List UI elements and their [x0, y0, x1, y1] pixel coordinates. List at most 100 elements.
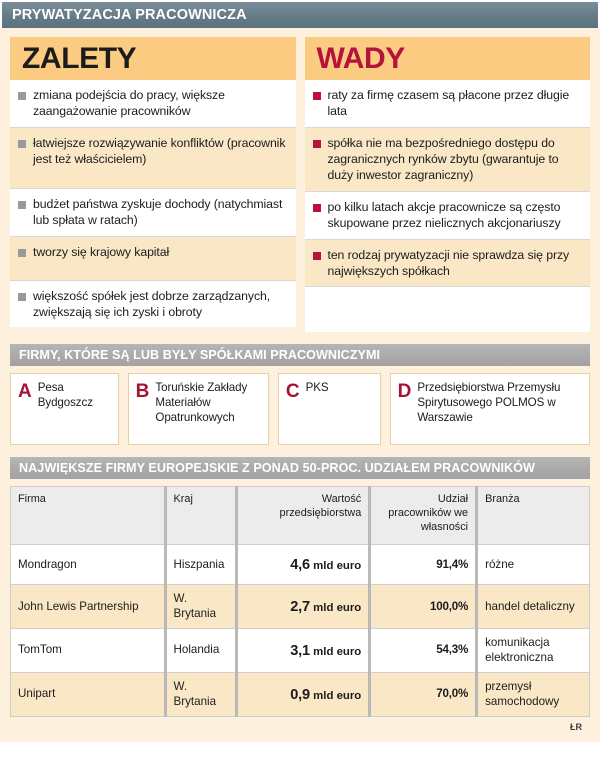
- column-header-firma: Firma: [10, 486, 167, 546]
- list-item: łatwiejsze rozwiązywanie konfliktów (pra…: [10, 127, 296, 189]
- list-item: budżet państwa zyskuje dochody (natychmi…: [10, 188, 296, 237]
- value-unit: mld euro: [313, 689, 362, 702]
- bullet-square-icon: [312, 251, 321, 260]
- value-number: 2,7: [290, 598, 310, 615]
- page-body: ZALETY zmiana podejścia do pracy, większ…: [0, 28, 600, 743]
- table-header-row: Firma Kraj Wartość przedsiębiorstwa Udzi…: [10, 486, 590, 546]
- list-item-empty: [304, 287, 590, 333]
- table-body: Mondragon Hiszpania 4,6 mld euro 91,4% r…: [10, 544, 590, 717]
- cell-wartosc: 3,1 mld euro: [236, 628, 372, 674]
- column-header-udzial: Udział pracowników we własności: [369, 486, 479, 546]
- company-card[interactable]: C PKS: [277, 373, 381, 446]
- list-item: zmiana podejścia do pracy, większe zaang…: [10, 80, 296, 128]
- pros-item-text: większość spółek jest dobrze zarządzanyc…: [33, 288, 271, 320]
- list-item: większość spółek jest dobrze zarządzanyc…: [10, 280, 296, 328]
- cell-wartosc: 4,6 mld euro: [236, 544, 372, 586]
- cons-list: raty za firmę czasem są płacone przez dł…: [304, 80, 590, 333]
- bullet-square-icon: [312, 139, 321, 148]
- cons-header: WADY: [304, 37, 590, 80]
- column-header-kraj: Kraj: [165, 486, 239, 546]
- cell-wartosc: 0,9 mld euro: [236, 672, 372, 717]
- companies-section-header: FIRMY, KTÓRE SĄ LUB BYŁY SPÓŁKAMI PRACOW…: [10, 344, 590, 367]
- cell-kraj: W. Brytania: [165, 584, 239, 630]
- company-card-name: PKS: [305, 381, 329, 395]
- pros-item-text: łatwiejsze rozwiązywanie konfliktów (pra…: [33, 135, 286, 167]
- cell-branza: przemysł samochodowy: [476, 672, 590, 717]
- value-number: 0,9: [290, 686, 310, 703]
- cell-udzial: 70,0%: [369, 672, 479, 717]
- table-section-title: NAJWIĘKSZE FIRMY EUROPEJSKIE Z PONAD 50-…: [19, 461, 535, 476]
- cons-item-text: ten rodzaj prywatyzacji nie sprawdza się…: [327, 247, 570, 279]
- cell-kraj: Hiszpania: [165, 544, 239, 586]
- column-header-wartosc: Wartość przedsiębiorstwa: [236, 486, 372, 546]
- cell-firma: Unipart: [10, 672, 167, 717]
- page-header-bar: PRYWATYZACJA PRACOWNICZA: [2, 2, 598, 28]
- value-number: 4,6: [290, 556, 310, 573]
- cell-udzial: 54,3%: [369, 628, 479, 674]
- cons-item-text: spółka nie ma bezpośredniego dostępu do …: [327, 135, 559, 183]
- pros-item-text: zmiana podejścia do pracy, większe zaang…: [33, 88, 225, 119]
- pros-title: ZALETY: [22, 41, 137, 75]
- table-row: Unipart W. Brytania 0,9 mld euro 70,0% p…: [10, 672, 590, 717]
- table-row: John Lewis Partnership W. Brytania 2,7 m…: [10, 584, 590, 630]
- company-card-name: Toruńskie Zakłady Materiałów Opatrunkowy…: [155, 381, 248, 425]
- bullet-square-icon: [18, 200, 26, 209]
- companies-table: Firma Kraj Wartość przedsiębiorstwa Udzi…: [10, 486, 590, 718]
- pros-header: ZALETY: [10, 37, 296, 80]
- cell-kraj: W. Brytania: [165, 672, 239, 717]
- cell-branza: komunikacja elektroniczna: [476, 628, 590, 674]
- company-card-name: Pesa Bydgoszcz: [37, 381, 93, 410]
- bullet-square-icon: [18, 139, 26, 148]
- company-card-letter: D: [397, 381, 412, 403]
- cell-kraj: Holandia: [165, 628, 239, 674]
- cell-udzial: 91,4%: [369, 544, 479, 586]
- company-card-letter: B: [135, 381, 150, 403]
- value-number: 3,1: [290, 642, 310, 659]
- value-unit: mld euro: [313, 601, 362, 614]
- column-header-branza: Branża: [476, 486, 590, 546]
- company-card-letter: A: [18, 381, 32, 403]
- cell-firma: TomTom: [10, 628, 167, 674]
- company-card[interactable]: A Pesa Bydgoszcz: [10, 373, 119, 446]
- value-unit: mld euro: [313, 559, 362, 572]
- pros-item-text: tworzy się krajowy kapitał: [33, 244, 170, 259]
- bullet-square-icon: [312, 92, 321, 100]
- company-card[interactable]: B Toruńskie Zakłady Materiałów Opatrunko…: [127, 373, 269, 446]
- companies-section-title: FIRMY, KTÓRE SĄ LUB BYŁY SPÓŁKAMI PRACOW…: [19, 348, 381, 363]
- table-row: TomTom Holandia 3,1 mld euro 54,3% komun…: [10, 628, 590, 674]
- table-head: Firma Kraj Wartość przedsiębiorstwa Udzi…: [10, 486, 590, 546]
- bullet-square-icon: [18, 92, 26, 100]
- company-card[interactable]: D Przedsiębiorstwa Przemysłu Spirytusowe…: [389, 373, 590, 446]
- list-item: tworzy się krajowy kapitał: [10, 236, 296, 281]
- cell-firma: Mondragon: [10, 544, 167, 586]
- list-item: po kilku latach akcje pracownicze są czę…: [304, 191, 590, 240]
- table-section-header: NAJWIĘKSZE FIRMY EUROPEJSKIE Z PONAD 50-…: [10, 457, 590, 480]
- company-cards: A Pesa Bydgoszcz B Toruńskie Zakłady Mat…: [10, 373, 590, 446]
- table-row: Mondragon Hiszpania 4,6 mld euro 91,4% r…: [10, 544, 590, 586]
- value-unit: mld euro: [313, 645, 362, 658]
- company-card-letter: C: [285, 381, 300, 403]
- list-item: spółka nie ma bezpośredniego dostępu do …: [304, 127, 590, 192]
- cell-firma: John Lewis Partnership: [10, 584, 167, 630]
- author-signature: ŁR: [570, 722, 582, 733]
- pros-list: zmiana podejścia do pracy, większe zaang…: [10, 80, 296, 328]
- cons-column: WADY raty za firmę czasem są płacone prz…: [304, 37, 590, 333]
- bullet-square-icon: [18, 292, 26, 301]
- cream-container: ZALETY zmiana podejścia do pracy, większ…: [0, 28, 600, 743]
- pros-item-text: budżet państwa zyskuje dochody (natychmi…: [33, 196, 283, 228]
- cell-branza: handel detaliczny: [476, 584, 590, 630]
- cell-wartosc: 2,7 mld euro: [236, 584, 372, 630]
- list-item: raty za firmę czasem są płacone przez dł…: [304, 80, 590, 128]
- bullet-square-icon: [312, 203, 321, 212]
- cons-title: WADY: [316, 41, 406, 75]
- pros-cons-block: ZALETY zmiana podejścia do pracy, większ…: [10, 37, 590, 333]
- cons-item-text: po kilku latach akcje pracownicze są czę…: [327, 199, 561, 231]
- cons-item-text: raty za firmę czasem są płacone przez dł…: [327, 88, 570, 119]
- pros-column: ZALETY zmiana podejścia do pracy, większ…: [10, 37, 296, 332]
- company-card-name: Przedsiębiorstwa Przemysłu Spirytusowego…: [417, 381, 561, 425]
- page-title: PRYWATYZACJA PRACOWNICZA: [12, 7, 247, 23]
- list-item: ten rodzaj prywatyzacji nie sprawdza się…: [304, 239, 590, 288]
- cell-udzial: 100,0%: [369, 584, 479, 630]
- cell-branza: różne: [476, 544, 590, 586]
